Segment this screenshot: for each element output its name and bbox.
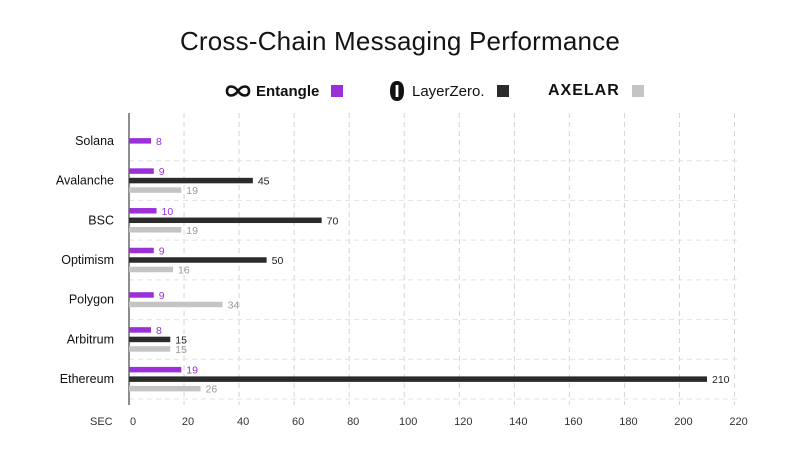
- bar-solana-entangle: [129, 138, 152, 144]
- x-tick-label: 220: [729, 416, 747, 428]
- bar-arbitrum-layerzero: [129, 336, 171, 343]
- legend-swatch-entangle: [331, 85, 344, 97]
- bar-avalanche-axelar: [129, 187, 182, 193]
- legend-label-axelar: AXELAR: [548, 82, 620, 99]
- bar-bsc-axelar: [129, 227, 182, 233]
- legend-item-entangle: Entangle: [224, 78, 344, 104]
- category-label-arbitrum: Arbitrum: [67, 332, 114, 346]
- bar-bsc-entangle: [129, 208, 157, 214]
- data-label: 16: [178, 265, 190, 277]
- bar-arbitrum-entangle: [129, 327, 152, 333]
- category-label-bsc: BSC: [88, 213, 114, 227]
- x-tick-labels: 0 20 40 60 80 100 120 140 160 180 200 220: [130, 416, 748, 428]
- data-label: 8: [156, 136, 162, 148]
- category-label-solana: Solana: [75, 134, 114, 148]
- legend: Entangle LayerZero. AXELAR: [0, 78, 800, 104]
- data-label: 50: [272, 255, 284, 267]
- bar-polygon-entangle: [129, 292, 154, 298]
- legend-label-layerzero: LayerZero.: [412, 82, 485, 100]
- bar-polygon-axelar: [129, 301, 223, 308]
- bar-optimism-axelar: [129, 266, 174, 273]
- entangle-logo-icon: [225, 85, 251, 97]
- category-label-avalanche: Avalanche: [56, 174, 114, 188]
- legend-swatch-axelar: [631, 85, 644, 97]
- x-tick-label: 20: [182, 416, 194, 428]
- x-axis-label: SEC: [90, 416, 113, 428]
- data-label: 8: [156, 325, 162, 337]
- category-labels: Solana Avalanche BSC Optimism Polygon Arbitru…: [56, 134, 114, 386]
- x-tick-label: 60: [292, 416, 304, 428]
- data-label: 19: [186, 185, 198, 197]
- bar-optimism-layerzero: [129, 257, 267, 263]
- data-label: 45: [258, 176, 270, 188]
- x-tick-label: 80: [347, 416, 359, 428]
- data-label: 10: [162, 206, 174, 218]
- legend-item-axelar: AXELAR: [548, 78, 644, 104]
- chart-title: Cross-Chain Messaging Performance: [179, 26, 621, 56]
- bar-arbitrum-axelar: [129, 346, 171, 352]
- bar-avalanche-layerzero: [129, 177, 253, 184]
- bar-ethereum-layerzero: [129, 376, 707, 382]
- data-label: 9: [159, 246, 165, 258]
- bar-bsc-layerzero: [129, 217, 322, 224]
- x-tick-label: 140: [509, 416, 527, 428]
- x-tick-label: 120: [454, 416, 472, 428]
- bar-optimism-entangle: [129, 247, 154, 254]
- data-label: 9: [159, 290, 165, 302]
- legend-item-layerzero: LayerZero.: [388, 78, 509, 104]
- x-tick-label: 160: [564, 416, 582, 428]
- data-label: 19: [186, 225, 198, 237]
- data-label: 70: [327, 215, 339, 227]
- data-label: 15: [175, 344, 187, 356]
- x-tick-label: 200: [674, 416, 692, 428]
- bar-ethereum-axelar: [129, 385, 201, 392]
- x-tick-label: 0: [130, 416, 136, 428]
- legend-label-entangle: Entangle: [256, 82, 320, 100]
- category-label-optimism: Optimism: [61, 253, 114, 267]
- x-tick-label: 40: [237, 416, 249, 428]
- data-label: 19: [186, 365, 198, 377]
- layerzero-logo-icon: [390, 81, 404, 101]
- data-label: 210: [712, 374, 730, 386]
- x-tick-label: 100: [399, 416, 417, 428]
- category-label-ethereum: Ethereum: [60, 372, 114, 386]
- legend-swatch-layerzero: [496, 85, 509, 97]
- bar-ethereum-entangle: [129, 366, 182, 373]
- data-label: 15: [175, 334, 187, 346]
- data-label: 9: [159, 166, 165, 178]
- bar-avalanche-entangle: [129, 168, 154, 174]
- category-label-polygon: Polygon: [69, 293, 114, 307]
- data-label: 34: [228, 299, 240, 311]
- x-tick-label: 180: [619, 416, 637, 428]
- data-label: 26: [206, 384, 218, 396]
